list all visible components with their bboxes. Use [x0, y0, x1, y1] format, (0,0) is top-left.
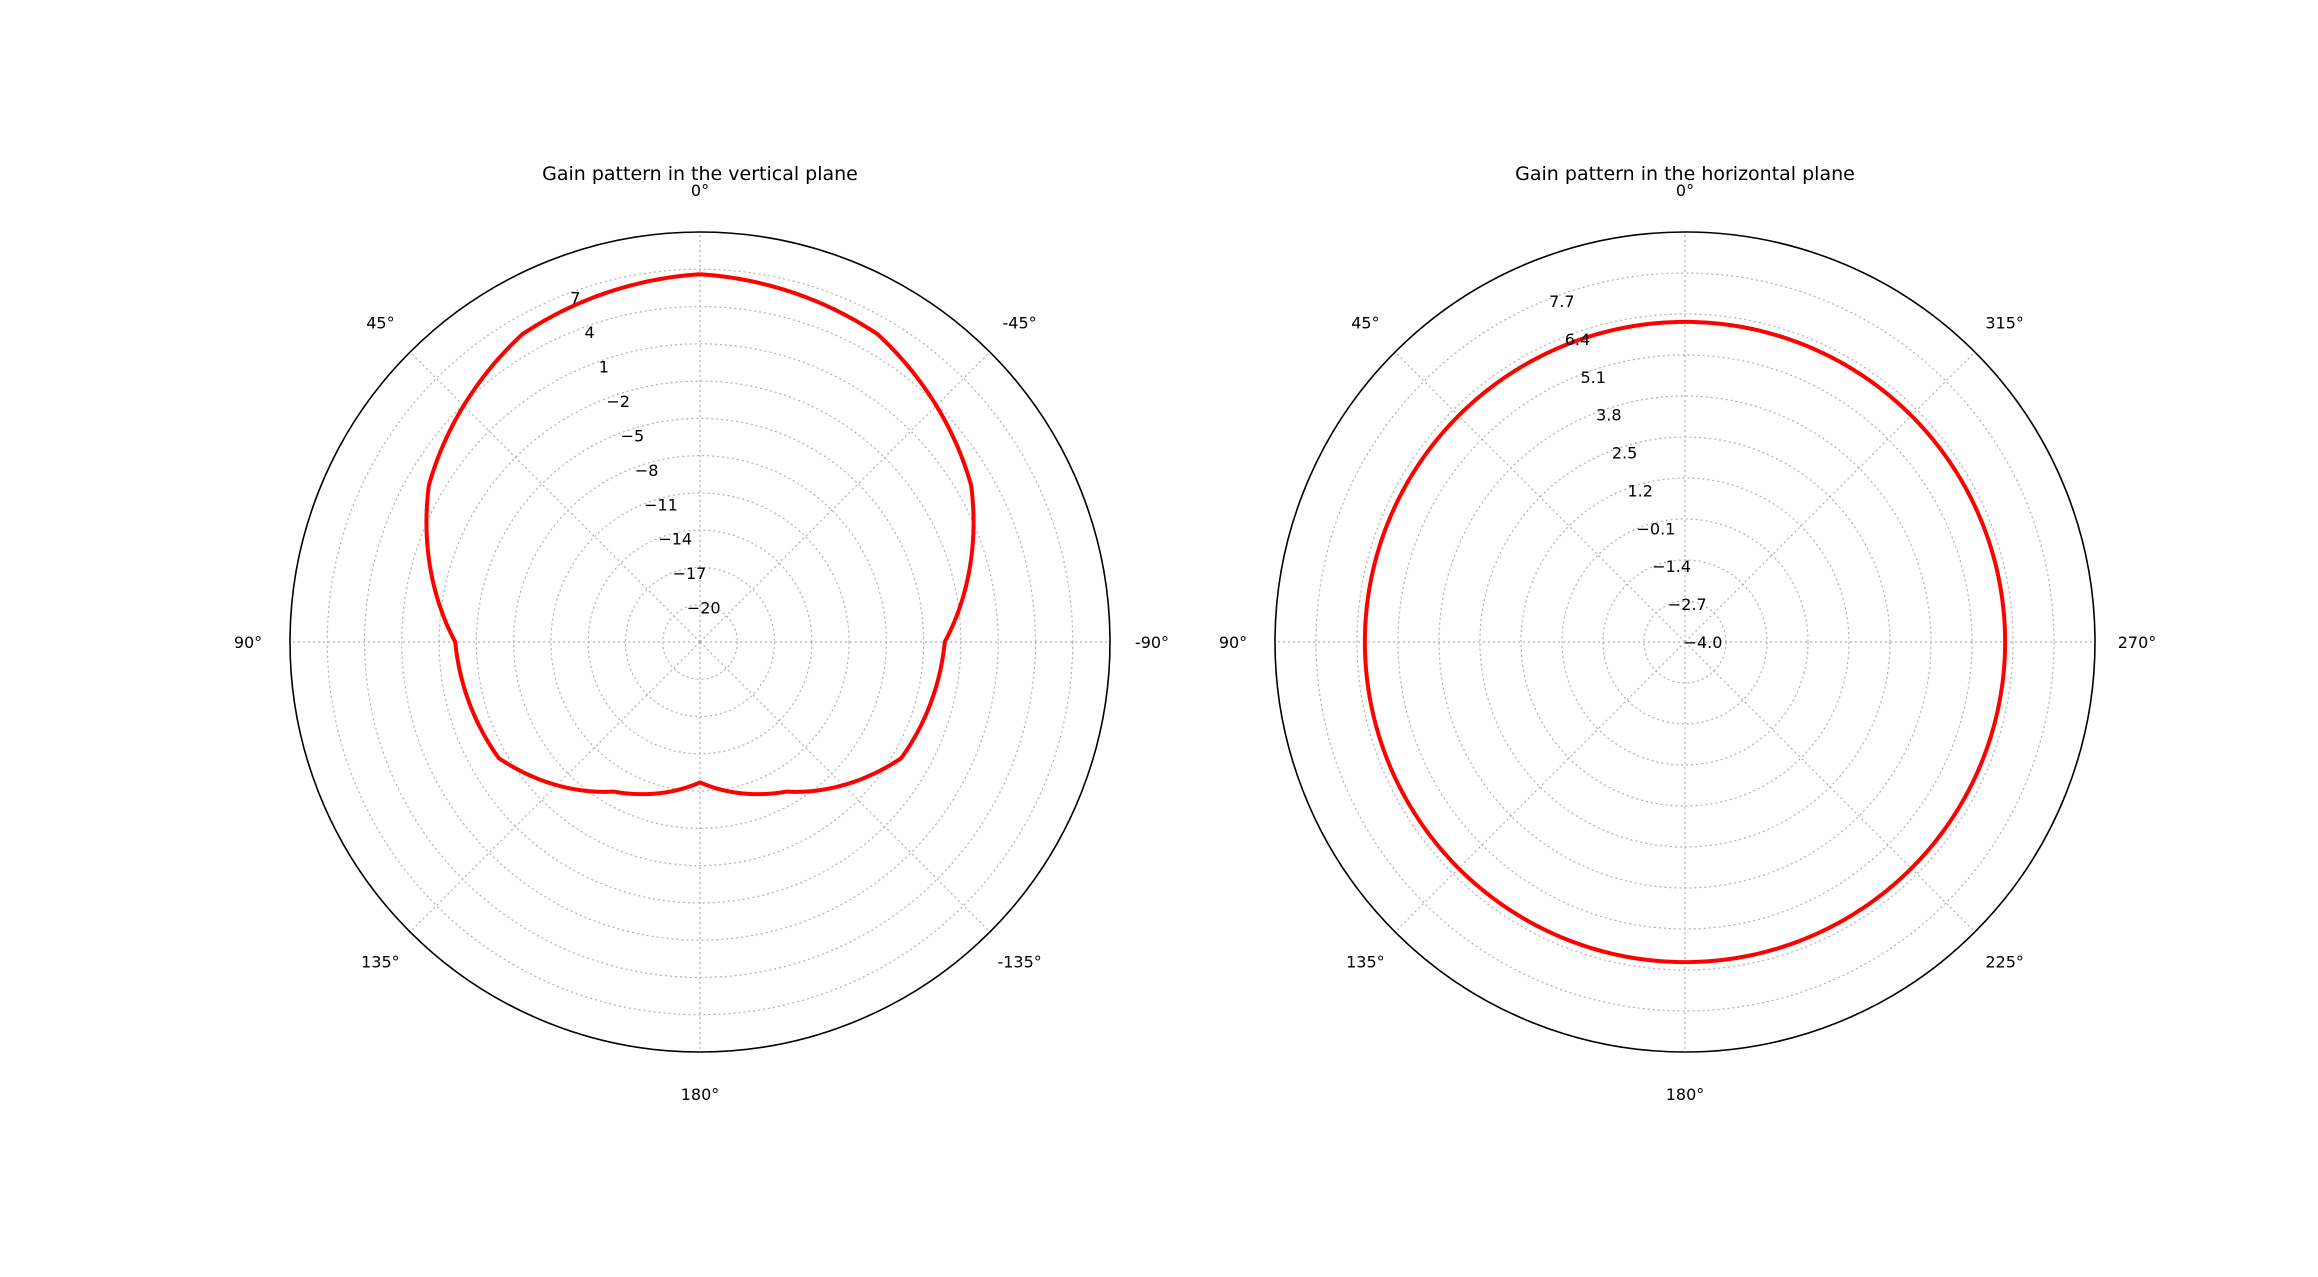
- vertical-plane-polar-chart: Gain pattern in the vertical plane 0° 45°…: [234, 163, 1169, 1104]
- angular-gridline: [1684, 641, 1976, 933]
- radial-tick-label: 3.8: [1596, 406, 1621, 425]
- radial-tick-label: 1: [599, 358, 609, 377]
- horizontal-plane-polar-chart: Gain pattern in the horizontal plane 0° 4…: [1219, 163, 2156, 1104]
- angle-tick-label: -45°: [1003, 313, 1037, 332]
- angle-tick-label: 135°: [1346, 953, 1385, 972]
- radial-tick-label: −11: [644, 495, 678, 514]
- angle-tick-label: 45°: [1351, 313, 1379, 332]
- series-layer: [1362, 319, 2008, 965]
- radial-tick-label: 2.5: [1612, 444, 1637, 463]
- grid-layer: [1275, 232, 2095, 1052]
- label-layer: 0° 45° 90° 135° 180° 225° 270° 315° −4.0 −2.7 −1.4…: [1219, 181, 2156, 1104]
- angular-gridline: [1394, 351, 1686, 643]
- angular-gridline: [409, 641, 701, 933]
- radial-tick-label: 4: [585, 323, 595, 342]
- chart-title: Gain pattern in the vertical plane: [542, 163, 858, 185]
- angle-tick-label: 0°: [691, 181, 709, 200]
- angle-tick-label: 90°: [1219, 633, 1247, 652]
- radial-gridline: [1561, 518, 1809, 766]
- radial-tick-label: −0.1: [1637, 519, 1676, 538]
- radial-tick-label: −2.7: [1668, 595, 1707, 614]
- radial-tick-label: 6.4: [1565, 330, 1590, 349]
- label-layer: 0° 45° 90° 135° 180° -135° -90° -45° −20 −17 −14 −1…: [234, 181, 1169, 1104]
- polar-outer-frame: [289, 231, 1111, 1053]
- radial-tick-label: −1.4: [1652, 557, 1691, 576]
- polar-outer-frame: [1274, 231, 2096, 1053]
- angular-gridline: [1394, 641, 1686, 933]
- radial-gridline: [624, 566, 776, 718]
- radial-tick-label: −2: [606, 392, 630, 411]
- radial-gridline: [550, 492, 850, 792]
- radial-gridline: [326, 268, 1074, 1016]
- chart-title: Gain pattern in the horizontal plane: [1515, 163, 1855, 185]
- radial-gridline: [662, 604, 738, 680]
- radial-tick-label: 1.2: [1628, 481, 1653, 500]
- radial-gridline: [1520, 477, 1850, 807]
- radial-gridline: [1356, 313, 2014, 971]
- angular-gridline: [409, 351, 701, 643]
- radial-tick-label: 7: [570, 289, 580, 308]
- series-layer: [424, 272, 976, 797]
- angle-tick-label: -135°: [997, 953, 1041, 972]
- gain-curve: [424, 272, 976, 797]
- angle-tick-label: 45°: [366, 313, 394, 332]
- radial-tick-label: −4.0: [1684, 633, 1723, 652]
- angular-gridline: [699, 641, 991, 933]
- angle-tick-label: 315°: [1985, 313, 2024, 332]
- radial-tick-label: 5.1: [1580, 368, 1605, 387]
- radial-tick-label: −17: [673, 564, 707, 583]
- angle-tick-label: 180°: [1666, 1085, 1705, 1104]
- gain-curve: [1362, 319, 2008, 965]
- angle-tick-label: 135°: [361, 953, 400, 972]
- radial-tick-label: −20: [687, 599, 721, 618]
- angular-gridline: [699, 351, 991, 643]
- angle-tick-label: 180°: [681, 1085, 720, 1104]
- radial-tick-label: −5: [621, 426, 645, 445]
- grid-layer: [290, 232, 1110, 1052]
- angle-tick-label: 0°: [1676, 181, 1694, 200]
- angle-tick-label: 225°: [1985, 953, 2024, 972]
- radial-gridline: [475, 417, 925, 867]
- angle-tick-label: 90°: [234, 633, 262, 652]
- radial-gridline: [401, 343, 999, 941]
- radial-tick-label: 7.7: [1549, 292, 1574, 311]
- angular-gridline: [1684, 351, 1976, 643]
- radial-gridline: [1315, 272, 2055, 1012]
- radial-tick-label: −8: [635, 461, 659, 480]
- angle-tick-label: 270°: [2118, 633, 2157, 652]
- radial-tick-label: −14: [658, 530, 692, 549]
- angle-tick-label: -90°: [1135, 633, 1169, 652]
